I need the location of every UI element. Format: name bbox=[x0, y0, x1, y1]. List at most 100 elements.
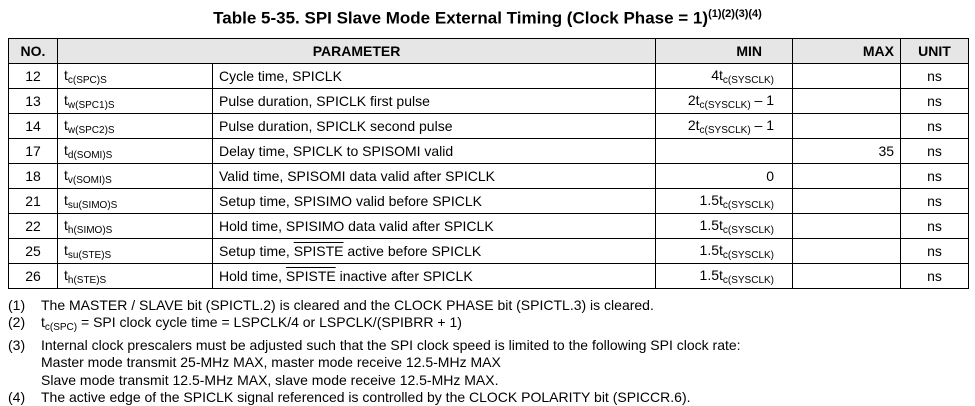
symbol-sub: su(SIMO)S bbox=[67, 199, 118, 211]
symbol-sub: w(SPC1)S bbox=[67, 99, 115, 111]
symbol: td(SOMI)S bbox=[57, 138, 213, 164]
note-text: = SPI clock cycle time = LSPCLK/4 or LSP… bbox=[77, 314, 462, 331]
symbol: tw(SPC2)S bbox=[57, 113, 213, 139]
max bbox=[792, 113, 902, 139]
note-text: The active edge of the SPICLK signal ref… bbox=[41, 389, 691, 406]
symbol-base: t bbox=[64, 116, 68, 133]
min-sub: c(SYSCLK) bbox=[722, 249, 775, 261]
note-body: The MASTER / SLAVE bit (SPICTL.2) is cle… bbox=[41, 297, 654, 314]
symbol-sub: d(SOMI)S bbox=[67, 149, 113, 161]
col-header: MAX bbox=[792, 38, 902, 64]
unit: ns bbox=[900, 263, 970, 289]
note-body: The active edge of the SPICLK signal ref… bbox=[41, 389, 691, 406]
param-text: active before SPICLK bbox=[343, 243, 482, 259]
symbol-base: t bbox=[64, 166, 68, 183]
min-text: 1.5t bbox=[699, 191, 723, 208]
symbol: tsu(STE)S bbox=[57, 238, 213, 264]
title-text: Table 5-35. SPI Slave Mode External Timi… bbox=[213, 8, 709, 28]
param-text: inactive after SPICLK bbox=[335, 268, 473, 284]
max bbox=[792, 88, 902, 114]
max bbox=[792, 263, 902, 289]
param-text: Cycle time, SPICLK bbox=[219, 68, 342, 84]
min-sub: c(SYSCLK) bbox=[722, 74, 775, 86]
min: 1.5tc(SYSCLK) bbox=[655, 263, 794, 289]
min: 2tc(SYSCLK) – 1 bbox=[655, 88, 794, 114]
symbol-base: t bbox=[64, 66, 68, 83]
symbol: th(STE)S bbox=[57, 263, 213, 289]
param-text: Hold time, SPISIMO data valid after SPIC… bbox=[219, 218, 494, 234]
min-text: 2t bbox=[687, 116, 700, 133]
max bbox=[792, 238, 902, 264]
symbol-sub: w(SPC2)S bbox=[67, 124, 115, 136]
max: 35 bbox=[792, 138, 902, 164]
row-no: 25 bbox=[8, 238, 58, 264]
min: 0 bbox=[655, 163, 794, 189]
notes: (1) The MASTER / SLAVE bit (SPICTL.2) is … bbox=[8, 297, 741, 406]
unit: ns bbox=[900, 63, 970, 89]
min-sub: c(SYSCLK) bbox=[699, 124, 751, 136]
table-title: Table 5-35. SPI Slave Mode External Timi… bbox=[0, 8, 975, 29]
title-notes: (1)(2)(3)(4) bbox=[708, 8, 762, 20]
min-sub: c(SYSCLK) bbox=[699, 99, 751, 111]
row-no: 26 bbox=[8, 263, 58, 289]
table-row: 26 th(STE)S Hold time, SPISTE inactive aft… bbox=[8, 263, 970, 289]
symbol-base: t bbox=[64, 266, 68, 283]
row-no: 18 bbox=[8, 163, 58, 189]
param-text: Pulse duration, SPICLK first pulse bbox=[219, 93, 430, 109]
symbol: tc(SPC)S bbox=[57, 63, 213, 89]
min: 4tc(SYSCLK) bbox=[655, 63, 794, 89]
min-text: – 1 bbox=[750, 91, 775, 108]
unit: ns bbox=[900, 163, 970, 189]
unit: ns bbox=[900, 213, 970, 239]
parameter: Delay time, SPICLK to SPISOMI valid bbox=[211, 138, 657, 164]
param-text: Pulse duration, SPICLK second pulse bbox=[219, 118, 453, 134]
table-row: 12 tc(SPC)S Cycle time, SPICLK 4tc(SYSCLK) n… bbox=[8, 63, 970, 89]
symbol-base: t bbox=[64, 141, 68, 158]
table-row: 18 tv(SOMI)S Valid time, SPISOMI data vali… bbox=[8, 163, 970, 189]
min-sub: c(SYSCLK) bbox=[722, 199, 775, 211]
param-text: Valid time, SPISOMI data valid after SPI… bbox=[219, 168, 495, 184]
parameter: Valid time, SPISOMI data valid after SPI… bbox=[211, 163, 657, 189]
note-body: Internal clock prescalers must be adjust… bbox=[41, 337, 741, 389]
note-marker: (2) bbox=[8, 314, 26, 331]
row-no: 22 bbox=[8, 213, 58, 239]
min-text: 1.5t bbox=[699, 216, 723, 233]
note-text: Master mode transmit 25-MHz MAX, master … bbox=[41, 354, 501, 371]
note-line: Master mode transmit 25-MHz MAX, master … bbox=[41, 354, 741, 371]
row-no: 13 bbox=[8, 88, 58, 114]
header-row: NO. PARAMETER MIN MAX UNIT bbox=[8, 38, 970, 64]
row-no: 21 bbox=[8, 188, 58, 214]
table-row: 22 th(SIMO)S Hold time, SPISIMO data valid… bbox=[8, 213, 970, 239]
parameter: Pulse duration, SPICLK second pulse bbox=[211, 113, 657, 139]
param-overline: SPISTE bbox=[293, 243, 344, 259]
table-row: 14 tw(SPC2)S Pulse duration, SPICLK second… bbox=[8, 113, 970, 139]
min-sub: c(SYSCLK) bbox=[722, 224, 775, 236]
parameter: Hold time, SPISIMO data valid after SPIC… bbox=[211, 213, 657, 239]
min: 1.5tc(SYSCLK) bbox=[655, 238, 794, 264]
min-text: 0 bbox=[766, 168, 775, 184]
col-header: UNIT bbox=[900, 38, 970, 64]
symbol: th(SIMO)S bbox=[57, 213, 213, 239]
parameter: Setup time, SPISTE active before SPICLK bbox=[211, 238, 657, 264]
min-text: 1.5t bbox=[699, 241, 723, 258]
parameter: Hold time, SPISTE inactive after SPICLK bbox=[211, 263, 657, 289]
param-text: Setup time, SPISIMO valid before SPICLK bbox=[219, 193, 483, 209]
symbol-sub: h(SIMO)S bbox=[67, 224, 113, 236]
note: (4) The active edge of the SPICLK signal … bbox=[8, 389, 741, 406]
row-no: 14 bbox=[8, 113, 58, 139]
max bbox=[792, 213, 902, 239]
symbol-base: t bbox=[64, 91, 68, 108]
symbol: tw(SPC1)S bbox=[57, 88, 213, 114]
parameter: Setup time, SPISIMO valid before SPICLK bbox=[211, 188, 657, 214]
timing-table: NO. PARAMETER MIN MAX UNIT 12 tc(SPC)S Cyc… bbox=[8, 38, 970, 289]
row-no: 17 bbox=[8, 138, 58, 164]
min-text: 4t bbox=[711, 66, 723, 83]
note-line: Slave mode transmit 12.5-MHz MAX, slave … bbox=[41, 372, 741, 389]
min: 1.5tc(SYSCLK) bbox=[655, 213, 794, 239]
table-row: 17 td(SOMI)S Delay time, SPICLK to SPISOMI… bbox=[8, 138, 970, 164]
note-marker: (4) bbox=[8, 389, 26, 406]
symbol-sub: c(SPC)S bbox=[67, 74, 107, 86]
note-text: The MASTER / SLAVE bit (SPICTL.2) is cle… bbox=[41, 297, 654, 313]
